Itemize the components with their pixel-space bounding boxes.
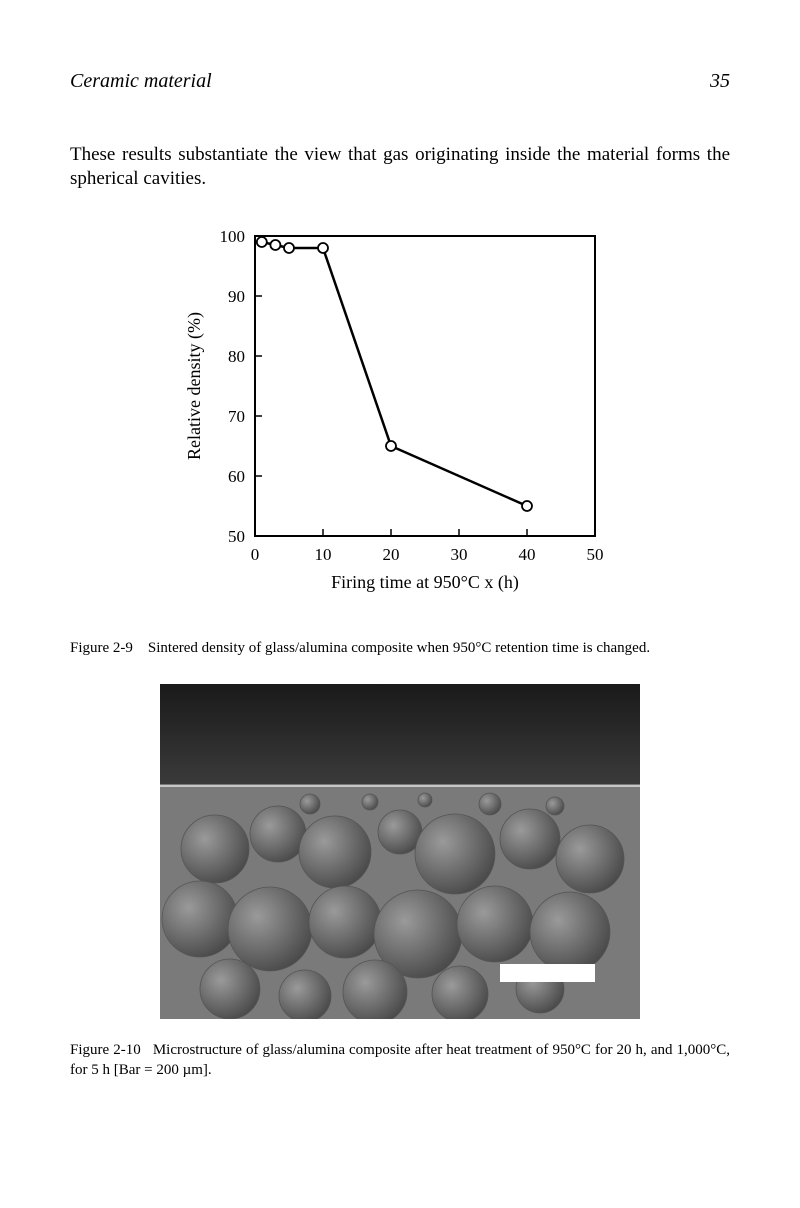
svg-text:40: 40 <box>519 545 536 564</box>
micrograph-image <box>160 684 640 1019</box>
caption-label: Figure 2-9 <box>70 640 133 656</box>
svg-text:Firing time at 950°C x (h): Firing time at 950°C x (h) <box>331 572 519 593</box>
density-chart: 0 10 20 30 40 50 50 60 70 80 90 100 Firing time at 9… <box>165 221 635 621</box>
body-paragraph: These results substantiate the view that… <box>70 143 730 191</box>
page-header: Ceramic material 35 <box>70 70 730 93</box>
svg-text:30: 30 <box>451 545 468 564</box>
micrograph-container <box>70 684 730 1019</box>
caption-text: Microstructure of glass/alumina composit… <box>70 1042 730 1078</box>
svg-text:80: 80 <box>228 347 245 366</box>
svg-text:0: 0 <box>251 545 260 564</box>
svg-text:100: 100 <box>220 227 246 246</box>
svg-text:50: 50 <box>587 545 604 564</box>
svg-text:60: 60 <box>228 467 245 486</box>
density-chart-container: 0 10 20 30 40 50 50 60 70 80 90 100 Firing time at 9… <box>70 221 730 621</box>
svg-text:20: 20 <box>383 545 400 564</box>
page-number: 35 <box>710 70 730 93</box>
svg-text:70: 70 <box>228 407 245 426</box>
svg-text:50: 50 <box>228 527 245 546</box>
svg-text:Relative density (%): Relative density (%) <box>184 312 205 460</box>
figure-2-10-caption: Figure 2-10 Microstructure of glass/alum… <box>70 1041 730 1080</box>
svg-text:90: 90 <box>228 287 245 306</box>
figure-2-9-caption: Figure 2-9 Sintered density of glass/alu… <box>70 639 730 659</box>
caption-text: Sintered density of glass/alumina compos… <box>148 640 650 656</box>
caption-label: Figure 2-10 <box>70 1042 141 1058</box>
running-head: Ceramic material <box>70 70 212 93</box>
svg-text:10: 10 <box>315 545 332 564</box>
page: Ceramic material 35 These results substa… <box>0 0 800 1156</box>
